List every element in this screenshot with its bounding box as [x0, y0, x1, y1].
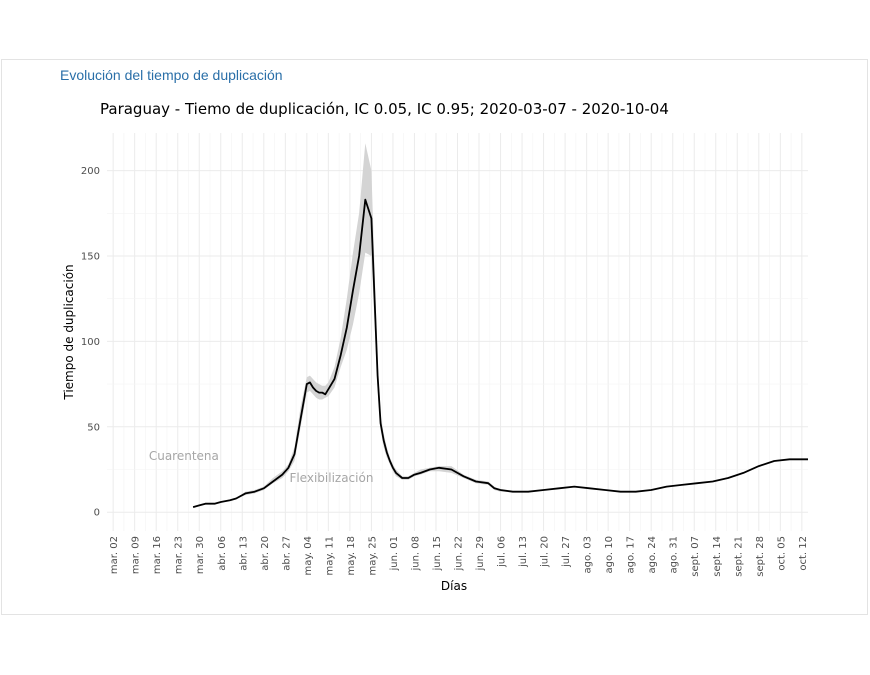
annotations: Cuarentena Flexibilización — [149, 449, 374, 485]
x-tick-label: mar. 02 — [109, 536, 120, 574]
y-axis-ticks: 0 50 100 150 200 — [81, 166, 100, 519]
annotation-label: Flexibilización — [289, 471, 373, 485]
y-tick-label: 0 — [94, 508, 100, 519]
y-tick-label: 100 — [81, 337, 100, 348]
x-tick-label: may. 18 — [346, 536, 357, 575]
y-tick-label: 200 — [81, 166, 100, 177]
x-tick-label: oct. 12 — [798, 536, 809, 571]
x-tick-label: mar. 23 — [174, 536, 185, 574]
x-tick-label: abr. 27 — [281, 536, 292, 571]
x-tick-label: abr. 13 — [238, 536, 249, 571]
x-tick-label: jul. 20 — [540, 536, 551, 568]
x-tick-label: may. 04 — [303, 536, 314, 575]
x-tick-label: ago. 31 — [669, 536, 680, 574]
x-tick-label: abr. 20 — [260, 536, 271, 571]
x-tick-label: mar. 30 — [195, 536, 206, 574]
x-tick-label: ago. 24 — [647, 536, 658, 574]
x-tick-label: sept. 21 — [733, 536, 744, 577]
x-tick-label: oct. 05 — [776, 536, 787, 571]
x-tick-label: ago. 03 — [583, 536, 594, 574]
y-tick-label: 150 — [81, 251, 100, 262]
x-tick-label: may. 25 — [367, 536, 378, 575]
x-tick-label: sept. 28 — [755, 536, 766, 577]
x-tick-label: sept. 07 — [690, 536, 701, 577]
x-tick-label: jul. 27 — [561, 536, 572, 568]
series-line — [192, 198, 808, 508]
x-tick-label: jun. 08 — [410, 536, 421, 572]
x-tick-label: jul. 06 — [497, 536, 508, 568]
x-axis-label: Días — [441, 579, 467, 593]
x-tick-label: jul. 13 — [518, 536, 529, 568]
x-tick-label: jun. 22 — [454, 536, 465, 572]
x-tick-label: abr. 06 — [217, 536, 228, 571]
section-title: Evolución del tiempo de duplicación — [60, 67, 283, 83]
x-tick-label: mar. 16 — [152, 536, 163, 574]
x-tick-label: mar. 09 — [131, 536, 142, 574]
x-axis-ticks: mar. 02 mar. 09 mar. 16 mar. 23 mar. 30 abr. … — [109, 536, 809, 577]
chart-title: Paraguay - Tiemo de duplicación, IC 0.05… — [100, 100, 669, 118]
x-tick-label: jun. 15 — [432, 536, 443, 572]
x-tick-label: may. 11 — [324, 536, 335, 575]
x-tick-label: jun. 01 — [389, 536, 400, 572]
annotation-label: Cuarentena — [149, 449, 219, 463]
x-tick-label: ago. 10 — [604, 536, 615, 574]
x-tick-label: sept. 14 — [712, 536, 723, 577]
x-tick-label: ago. 17 — [626, 536, 637, 574]
y-tick-label: 50 — [87, 422, 100, 433]
series-line-group — [192, 198, 808, 508]
chart-grid — [107, 133, 808, 531]
y-axis-label: Tiempo de duplicación — [62, 264, 76, 400]
x-tick-label: jun. 29 — [475, 536, 486, 572]
